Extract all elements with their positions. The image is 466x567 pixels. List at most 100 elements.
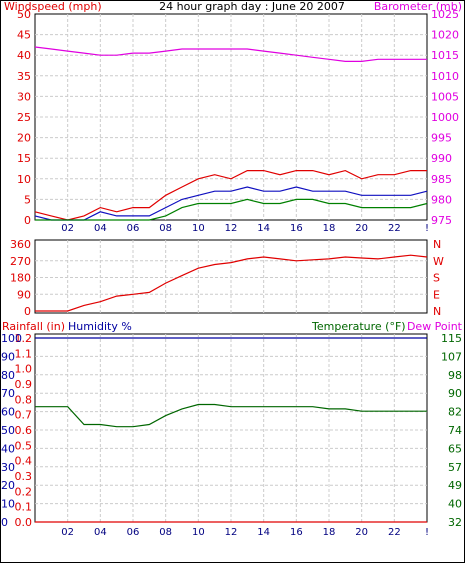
- x-tick-label: 04: [94, 527, 107, 538]
- windspeed-tick-label: 50: [17, 8, 31, 21]
- direction-ticks: 360 270 180 90 0: [10, 238, 31, 318]
- x-tick-label: !: [425, 527, 429, 538]
- windspeed-ticks: 0 5 10 15 20 25 30 35 40 45 50: [17, 8, 31, 227]
- barometer-tick-label: 990: [431, 152, 452, 165]
- temperature-line: [35, 403, 427, 428]
- windspeed-average-line: [34, 186, 428, 221]
- compass-label: S: [433, 272, 440, 285]
- direction-tick-label: 180: [10, 272, 31, 285]
- humidity-tick-label: 50: [1, 424, 15, 437]
- temperature-tick-label: 90: [448, 387, 462, 400]
- x-tick-label: 04: [94, 223, 107, 234]
- barometer-tick-label: 985: [431, 173, 452, 186]
- windspeed-tick-label: 15: [17, 152, 31, 165]
- temperature-tick-label: 74: [448, 424, 462, 437]
- windspeed-axis-label: Windspeed (mph): [4, 0, 102, 13]
- x-tick-label: 22: [388, 527, 401, 538]
- humidity-tick-label: 30: [1, 461, 15, 474]
- humidity-tick-label: 60: [1, 406, 15, 419]
- windspeed-tick-label: 0: [24, 214, 31, 227]
- temperature-tick-label: 49: [448, 479, 462, 492]
- windspeed-tick-label: 40: [17, 49, 31, 62]
- wind-direction-line: [35, 254, 428, 312]
- windspeed-tick-label: 20: [17, 132, 31, 145]
- barometer-tick-label: 1015: [431, 49, 459, 62]
- rainfall-tick-label: 0.4: [15, 455, 33, 468]
- x-tick-label: 12: [225, 527, 238, 538]
- x-tick-label: 18: [323, 223, 336, 234]
- temperature-tick-label: 82: [448, 406, 462, 419]
- windspeed-tick-label: 45: [17, 29, 31, 42]
- direction-tick-label: 90: [17, 288, 31, 301]
- windspeed-tick-label: 5: [24, 193, 31, 206]
- panel-temp-series: [35, 337, 427, 523]
- x-tick-label: 20: [355, 527, 368, 538]
- rainfall-tick-label: 0.0: [15, 516, 33, 529]
- humidity-tick-label: 70: [1, 387, 15, 400]
- humidity-tick-label: 100: [1, 332, 22, 345]
- temperature-tick-label: 115: [441, 332, 462, 345]
- barometer-ticks: 975 980 985 990 995 1000 1005 1010 1015 1020 1025: [431, 8, 459, 227]
- x-tick-label: 06: [127, 223, 140, 234]
- temperature-ticks: 32 40 49 57 65 74 82 90 98 107 115: [441, 332, 462, 529]
- rainfall-tick-label: 1.2: [15, 332, 33, 345]
- barometer-tick-label: 995: [431, 132, 452, 145]
- humidity-tick-label: 20: [1, 479, 15, 492]
- humidity-ticks: 0 10 20 30 40 50 60 70 80 90 100: [1, 332, 22, 529]
- compass-label: N: [433, 305, 441, 318]
- rainfall-ticks: 0.0 0.1 0.2 0.3 0.4 0.5 0.6 0.7 0.8 0.9 1.0 1.1 1.2: [15, 332, 33, 529]
- rainfall-tick-label: 0.6: [15, 424, 33, 437]
- x-tick-label: 18: [323, 527, 336, 538]
- temperature-tick-label: 98: [448, 369, 462, 382]
- barometer-axis-label: Barometer (mb): [374, 0, 462, 13]
- x-tick-label: 10: [192, 223, 205, 234]
- barometer-tick-label: 1010: [431, 70, 459, 83]
- x-tick-label: 02: [61, 527, 74, 538]
- temperature-tick-label: 65: [448, 442, 462, 455]
- barometer-tick-label: 980: [431, 193, 452, 206]
- barometer-tick-label: 975: [431, 214, 452, 227]
- x-tick-label: 02: [61, 223, 74, 234]
- x-tick-label: 14: [257, 527, 270, 538]
- panel-direction-series: [35, 254, 428, 312]
- humidity-axis-label: Humidity %: [68, 320, 132, 333]
- rainfall-tick-label: 0.8: [15, 393, 33, 406]
- rainfall-tick-label: 0.7: [15, 409, 33, 422]
- temperature-tick-label: 107: [441, 350, 462, 363]
- panel-temp-x-ticks: 02 04 06 08 10 12 14 16 18 20 22!: [61, 527, 429, 538]
- dewpoint-axis-label: Dew Point: [407, 320, 463, 333]
- temperature-tick-label: 32: [448, 516, 462, 529]
- x-tick-label: 08: [159, 223, 172, 234]
- windspeed-tick-label: 10: [17, 173, 31, 186]
- rainfall-tick-label: 0.9: [15, 378, 33, 391]
- x-tick-label: 10: [192, 527, 205, 538]
- rainfall-tick-label: 1.0: [15, 363, 33, 376]
- panel-wind-x-ticks: 02 04 06 08 10 12 14 16 18 20 22!: [61, 223, 429, 234]
- graph-title: 24 hour graph day : June 20 2007: [159, 0, 345, 13]
- direction-tick-label: 0: [24, 305, 31, 318]
- rainfall-axis-label: Rainfall (in): [2, 320, 65, 333]
- x-tick-label: 08: [159, 527, 172, 538]
- x-tick-label: 22: [388, 223, 401, 234]
- x-tick-label: !: [425, 223, 429, 234]
- compass-label: E: [433, 288, 440, 301]
- humidity-tick-label: 80: [1, 369, 15, 382]
- windspeed-low-line: [35, 198, 428, 221]
- rainfall-tick-label: 0.3: [15, 470, 33, 483]
- barometer-tick-label: 1025: [431, 8, 459, 21]
- temperature-tick-label: 57: [448, 461, 462, 474]
- humidity-tick-label: 40: [1, 442, 15, 455]
- x-tick-label: 06: [127, 527, 140, 538]
- panel-temp-grid: [35, 334, 427, 522]
- compass-label: W: [433, 255, 444, 268]
- barometer-tick-label: 1020: [431, 29, 459, 42]
- barometer-tick-label: 1005: [431, 90, 459, 103]
- windspeed-tick-label: 25: [17, 111, 31, 124]
- humidity-tick-label: 0: [1, 516, 8, 529]
- panel-direction-grid: [35, 240, 427, 313]
- rainfall-tick-label: 0.1: [15, 501, 33, 514]
